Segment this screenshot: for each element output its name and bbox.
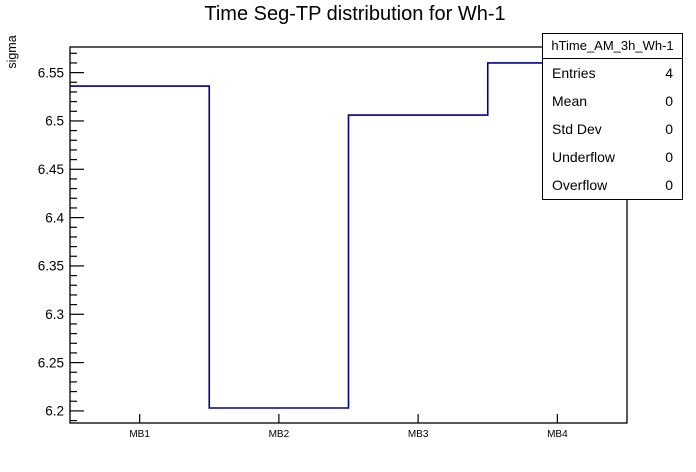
plot-frame — [69, 46, 628, 424]
x-tick-label: MB1 — [129, 429, 150, 440]
stats-label: Overflow — [552, 177, 608, 193]
y-tick-label: 6.4 — [45, 210, 64, 225]
y-tick-label: 6.45 — [38, 162, 64, 177]
stats-label: Underflow — [552, 149, 616, 165]
stats-value: 4 — [665, 65, 673, 81]
stats-value: 0 — [665, 93, 673, 109]
y-tick-label: 6.5 — [45, 114, 64, 129]
y-tick-label: 6.3 — [45, 307, 64, 322]
y-tick-label: 6.25 — [38, 355, 64, 370]
y-tick-label: 6.35 — [38, 259, 64, 274]
stats-box-title: hTime_AM_3h_Wh-1 — [543, 34, 682, 59]
x-tick-label: MB2 — [269, 429, 290, 440]
y-tick-label: 6.2 — [45, 404, 64, 419]
stats-rows: Entries 4 Mean 0 Std Dev 0 Underflow 0 O… — [543, 59, 682, 199]
x-tick-label: MB4 — [547, 429, 568, 440]
stats-row-entries: Entries 4 — [543, 59, 682, 87]
stats-row-mean: Mean 0 — [543, 87, 682, 115]
y-axis-title: sigma — [5, 35, 19, 68]
stats-row-stddev: Std Dev 0 — [543, 115, 682, 143]
stats-value: 0 — [665, 177, 673, 193]
stats-row-overflow: Overflow 0 — [543, 171, 682, 199]
stats-label: Entries — [552, 65, 596, 81]
stats-box: hTime_AM_3h_Wh-1 Entries 4 Mean 0 Std De… — [542, 33, 683, 200]
histogram-line — [70, 62, 627, 409]
y-tick-label: 6.55 — [38, 65, 64, 80]
x-tick-label: MB3 — [408, 429, 429, 440]
stats-value: 0 — [665, 149, 673, 165]
plot-content: 6.2 6.25 6.3 6.35 6.4 6.45 6.5 6.55 MB1 MB2 MB3 MB4 — [38, 46, 628, 440]
chart-title: Time Seg-TP distribution for Wh-1 — [204, 3, 506, 25]
stats-value: 0 — [665, 121, 673, 137]
stats-row-underflow: Underflow 0 — [543, 143, 682, 171]
stats-label: Std Dev — [552, 121, 602, 137]
stats-label: Mean — [552, 93, 588, 109]
